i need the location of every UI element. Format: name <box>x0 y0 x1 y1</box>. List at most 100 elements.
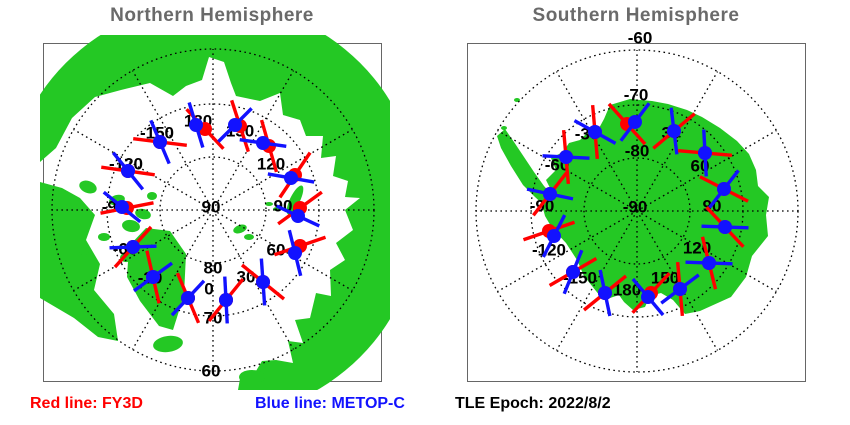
metopc-position-dot <box>126 240 140 254</box>
latitude-label: 80 <box>204 259 223 278</box>
longitude-label: 120 <box>257 155 285 174</box>
hemisphere-plot-north: 90807060180-150150-120120-9090-6060-3030… <box>40 35 390 390</box>
metopc-position-dot <box>702 256 716 270</box>
metopc-position-dot <box>598 286 612 300</box>
metopc-position-dot <box>256 136 270 150</box>
satellite-marker <box>699 169 749 209</box>
island <box>153 335 183 353</box>
metopc-position-dot <box>189 118 203 132</box>
satellite-marker <box>239 119 287 173</box>
grid-ring <box>583 157 691 265</box>
island <box>233 224 247 234</box>
metopc-position-dot <box>566 265 580 279</box>
longitude-label: 0 <box>204 280 213 299</box>
metopc-position-dot <box>256 275 270 289</box>
satellite-marker <box>217 99 253 153</box>
latitude-label: 60 <box>202 362 221 381</box>
latitude-label: -80 <box>625 142 650 161</box>
satellite-marker <box>522 214 576 258</box>
satellite-marker <box>573 104 617 160</box>
satellite-marker <box>660 261 700 317</box>
satellite-marker <box>631 272 671 317</box>
satellite-marker <box>701 206 749 248</box>
satellite-marker <box>101 151 155 191</box>
satellite-marker <box>185 102 225 150</box>
island <box>135 208 151 220</box>
metopc-position-dot <box>543 187 557 201</box>
metopc-position-dot <box>153 135 167 149</box>
satellite-marker <box>607 102 651 146</box>
metopc-position-dot <box>673 282 687 296</box>
satellite-marker <box>132 250 174 304</box>
grid-spoke <box>636 210 719 351</box>
latitude-label: -90 <box>623 198 648 217</box>
island <box>79 247 89 255</box>
metopc-position-dot <box>181 291 195 305</box>
grid-spoke <box>73 209 214 292</box>
satellite-marker <box>275 190 323 228</box>
latitude-label: 90 <box>202 198 221 217</box>
hemisphere-plot-south: -90-80-70-60-3030-6060-9090-120120-15015… <box>467 29 806 382</box>
plot-frame <box>467 43 806 382</box>
satellite-marker <box>132 119 188 165</box>
satellite-markers <box>100 99 327 324</box>
grid-spoke <box>131 209 214 350</box>
longitude-label: 180 <box>613 281 641 300</box>
metopc-position-dot <box>115 200 129 214</box>
metopc-position-dot <box>291 209 305 223</box>
grid-spoke <box>636 71 719 212</box>
island <box>286 185 304 215</box>
grid-spoke <box>497 210 638 293</box>
satellite-marker <box>109 225 157 269</box>
metopc-position-dot <box>121 164 135 178</box>
metopc-position-dot <box>718 220 732 234</box>
grid-ring <box>159 156 267 264</box>
grid-spoke <box>73 128 214 211</box>
legend-red-line-fy3d: Red line: FY3D <box>30 395 143 412</box>
metopc-position-dot <box>667 124 681 138</box>
legend-blue-line-metopc: Blue line: METOP-C <box>255 395 405 412</box>
satellite-marker <box>170 272 206 324</box>
latitude-label: -60 <box>628 29 653 48</box>
island <box>147 192 157 200</box>
latitude-label: -70 <box>624 86 649 105</box>
longitude-label: -120 <box>532 241 566 260</box>
landmass <box>497 129 557 209</box>
satellite-markers <box>522 102 749 317</box>
island <box>79 180 97 194</box>
satellite-marker <box>685 236 733 290</box>
island <box>239 370 265 384</box>
metopc-position-dot <box>717 182 731 196</box>
grid-spoke <box>212 209 295 350</box>
island <box>122 219 140 233</box>
metopc-position-dot <box>288 246 302 260</box>
metopc-position-dot <box>146 270 160 284</box>
satellite-marker <box>526 171 574 217</box>
landmass <box>40 35 390 390</box>
legend-tle-epoch: TLE Epoch: 2022/8/2 <box>455 395 611 412</box>
satellite-marker <box>273 229 327 277</box>
grid-spoke <box>212 128 353 211</box>
island <box>98 233 110 241</box>
metopc-position-dot <box>228 118 242 132</box>
metopc-position-dot <box>219 293 233 307</box>
satellite-marker <box>582 269 628 317</box>
metopc-position-dot <box>559 150 573 164</box>
satellite-marker <box>652 107 696 155</box>
satellite-marker <box>677 129 733 177</box>
island <box>244 234 254 240</box>
metopc-position-dot <box>284 171 298 185</box>
metopc-position-dot <box>547 229 561 243</box>
satellite-marker <box>267 151 315 199</box>
grid-spoke <box>131 70 214 211</box>
title-southern-hemisphere: Southern Hemisphere <box>532 5 740 26</box>
longitude-label: 60 <box>267 241 286 260</box>
metopc-position-dot <box>641 290 655 304</box>
landmass <box>40 182 118 341</box>
island <box>265 202 273 206</box>
island <box>501 126 507 130</box>
satellite-marker <box>100 190 154 224</box>
satellite-marker <box>207 276 245 324</box>
